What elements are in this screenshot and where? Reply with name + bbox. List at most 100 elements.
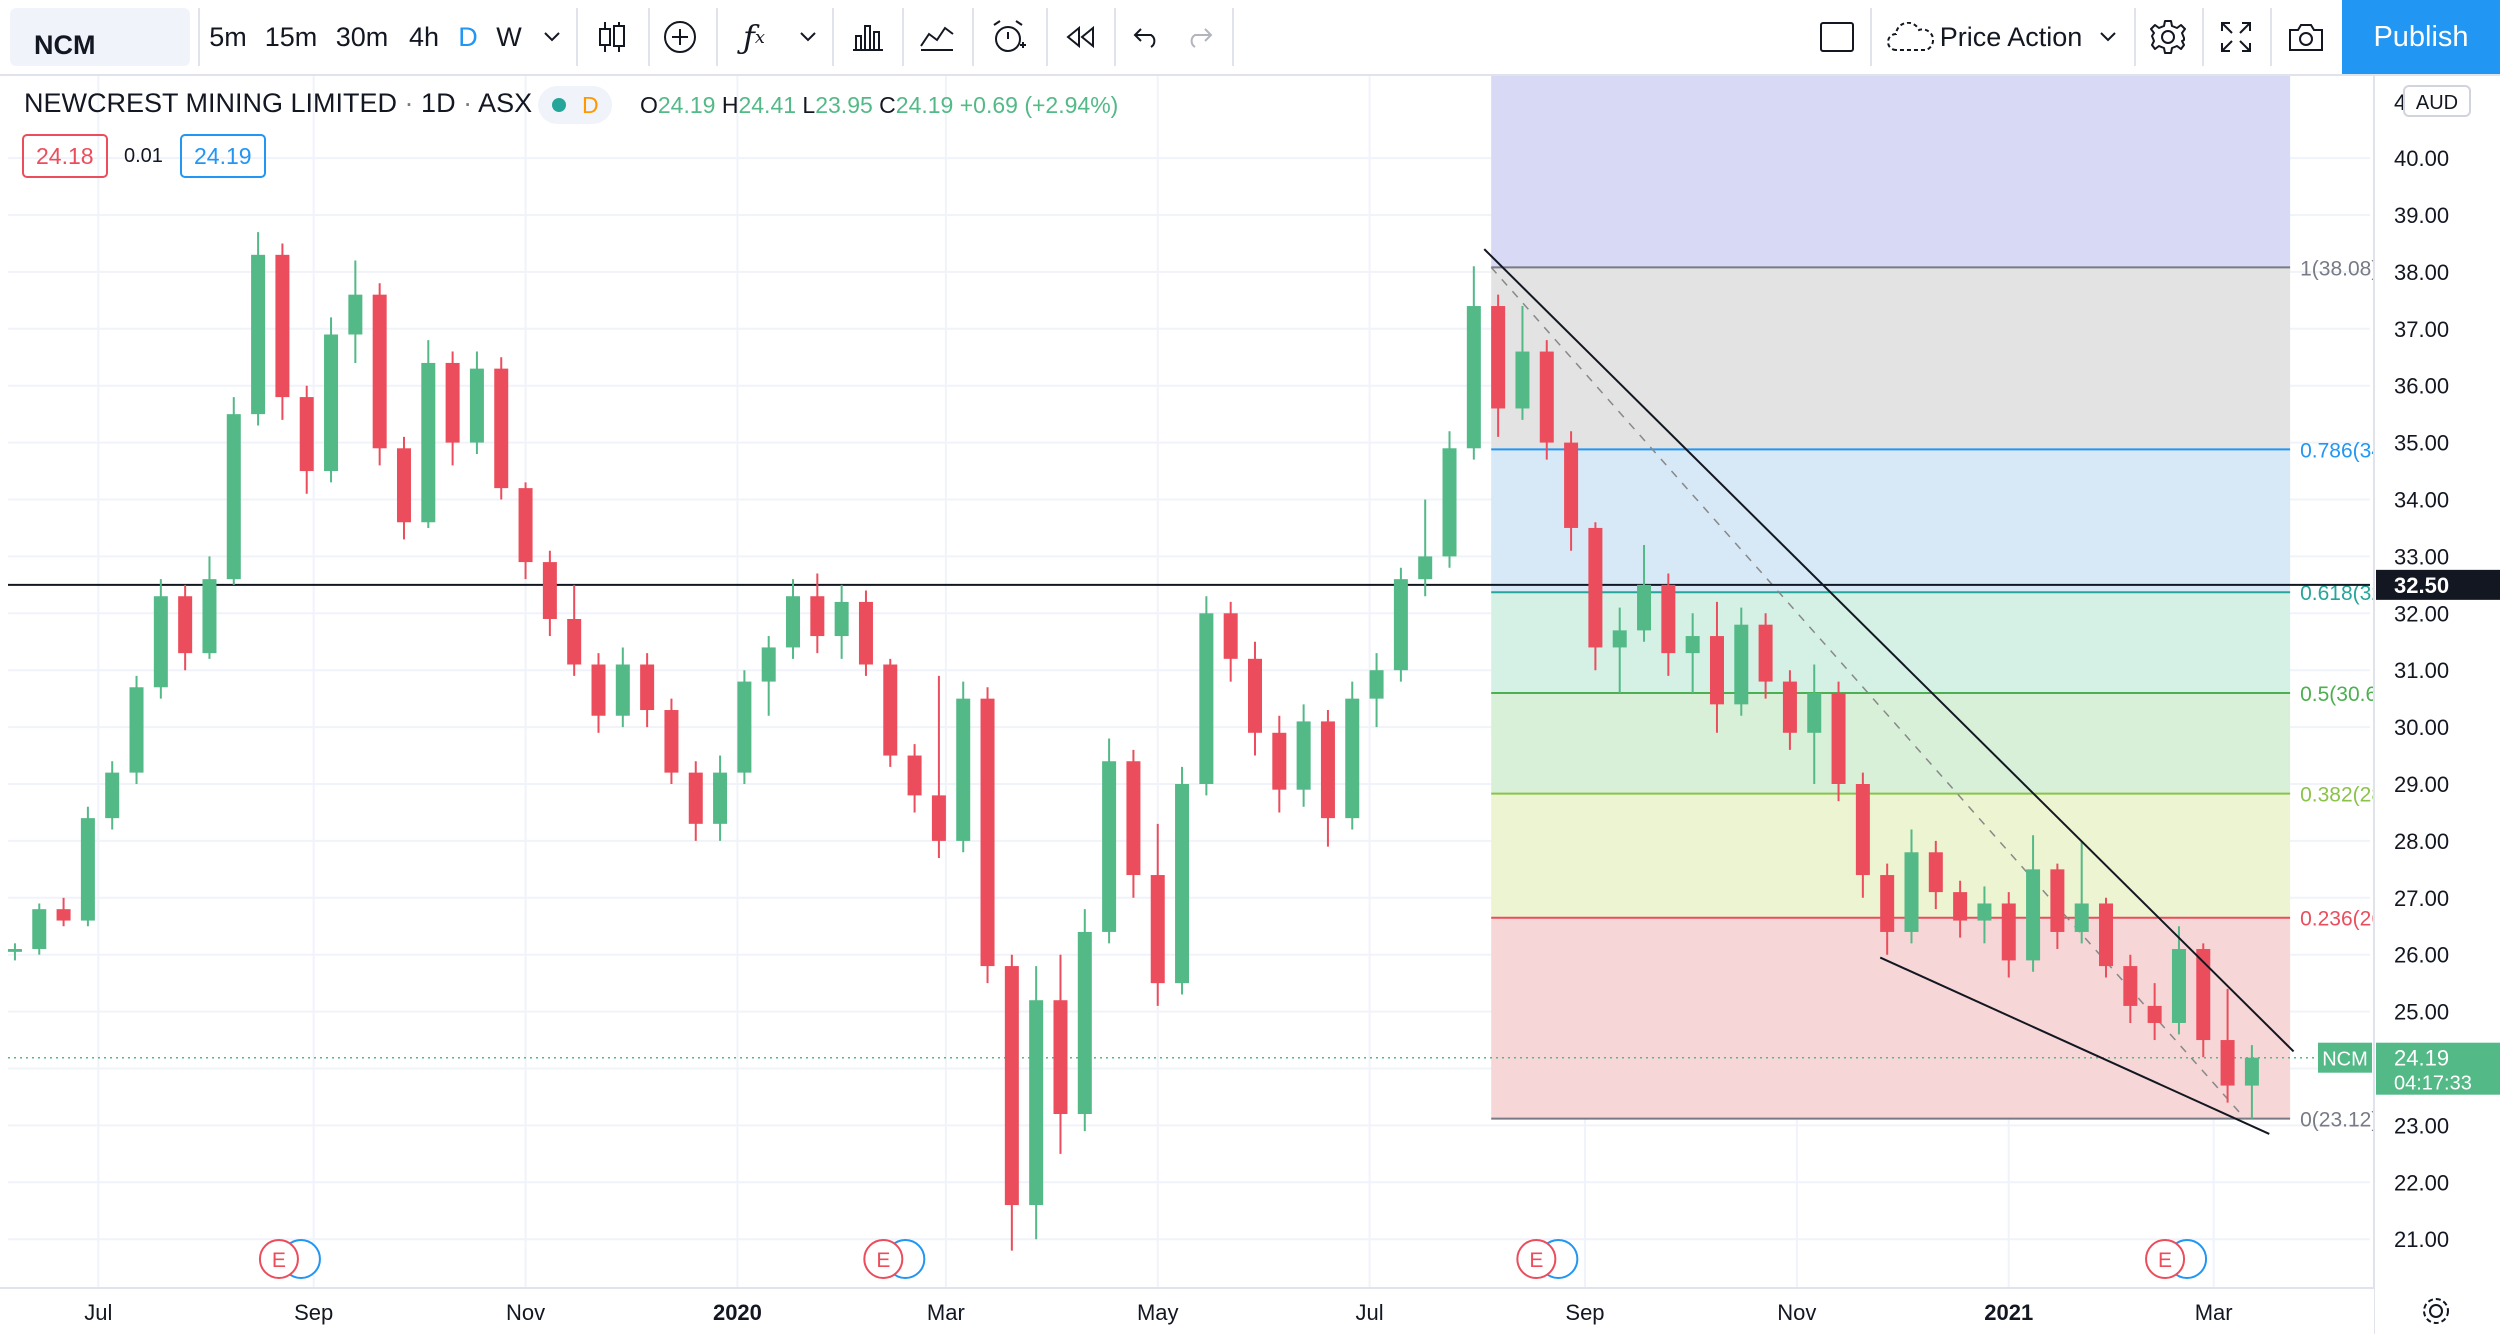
interval-30m-button[interactable]: 30m: [335, 21, 389, 52]
redo-icon[interactable]: [1176, 0, 1224, 74]
toolbar-divider: [832, 8, 834, 66]
sell-price-button[interactable]: 24.18: [22, 134, 108, 178]
candle-body: [1102, 761, 1117, 932]
templates-chart-icon[interactable]: [908, 0, 966, 74]
candle-body: [688, 772, 703, 824]
symbol-name: NEWCREST MINING LIMITED: [24, 88, 398, 118]
price-tick-label: 23.00: [2394, 1113, 2449, 1138]
last-symbol-tag-background: [2318, 1042, 2372, 1073]
toolbar-divider: [902, 8, 904, 66]
candle-body: [1734, 624, 1749, 705]
candle-body: [80, 818, 95, 921]
buy-price-button[interactable]: 24.19: [180, 134, 266, 178]
candle-body: [2244, 1057, 2259, 1086]
candle-body: [1442, 448, 1457, 557]
candle-body: [1588, 527, 1603, 648]
change-value: +0.69 (+2.94%): [959, 92, 1119, 118]
candle-body: [2171, 949, 2186, 1023]
interval-15m-button[interactable]: 15m: [264, 21, 318, 52]
candle-body: [786, 596, 801, 648]
candle-body: [275, 254, 290, 398]
compare-add-symbol-icon[interactable]: [656, 0, 704, 74]
price-tick-label: 36.00: [2394, 374, 2449, 399]
candles-chart-type-icon[interactable]: [584, 0, 640, 74]
high-value: 24.41: [738, 92, 797, 118]
time-tick-label: Nov: [1777, 1300, 1816, 1325]
candle-body: [1564, 442, 1579, 528]
alert-clock-icon[interactable]: [978, 0, 1040, 74]
candle-body: [1004, 966, 1019, 1206]
candle-body: [1637, 584, 1652, 631]
axis-settings-gear-icon-outer: [2423, 1298, 2449, 1324]
cloud-save-icon[interactable]: [1884, 0, 1938, 74]
candle-body: [1807, 692, 1822, 733]
time-axis[interactable]: Jul Sep Nov 2020 Mar May Jul Sep Nov 2021 Mar: [0, 1287, 2449, 1334]
low-value: 23.95: [815, 92, 873, 118]
candle-body: [1491, 306, 1506, 409]
layout-grid-icon[interactable]: [1812, 0, 1862, 74]
candle-body: [469, 368, 484, 443]
axis-settings-gear-icon[interactable]: [2423, 1298, 2449, 1324]
candle-body: [591, 664, 606, 716]
price-tick-label: 31.00: [2394, 658, 2449, 683]
interval-dropdown-chevron-icon[interactable]: [536, 0, 568, 74]
candle-body: [494, 368, 509, 489]
symbol-legend: NEWCREST MINING LIMITED · 1D · ASX: [24, 88, 533, 118]
fib-trend-dashed-line: [1490, 266, 2246, 1120]
publish-button[interactable]: Publish: [2342, 0, 2500, 74]
financials-bar-icon[interactable]: [840, 0, 896, 74]
trendlines[interactable]: [1483, 248, 2295, 1135]
layout-name-label[interactable]: Price Action: [1939, 21, 2083, 52]
candle-body: [1831, 692, 1846, 784]
interval-d-button[interactable]: D: [458, 21, 478, 52]
candle-body: [202, 579, 217, 654]
candle-body: [178, 596, 193, 654]
last-symbol-tag: NCM: [2322, 1049, 2368, 1071]
camera-snapshot-icon[interactable]: [2276, 0, 2336, 74]
price-tick-label: 27.00: [2394, 886, 2449, 911]
candle-body: [348, 294, 363, 335]
time-tick-label: May: [1137, 1300, 1179, 1325]
toolbar-divider: [648, 8, 650, 66]
earnings-marker-label: E: [1529, 1249, 1543, 1272]
price-tick-label: 38.00: [2394, 260, 2449, 285]
candlestick-series: [7, 232, 2259, 1251]
price-axis[interactable]: 40.00 39.00 38.00 37.00 36.00 35.00 34.00 33.00…: [2318, 76, 2500, 1334]
settings-gear-icon[interactable]: [2140, 0, 2196, 74]
candle-body: [56, 909, 71, 921]
interval-4h-button[interactable]: 4h: [408, 21, 440, 52]
market-status-badge[interactable]: D: [538, 86, 612, 124]
spread-value: 0.01: [124, 145, 163, 167]
symbol-search-box[interactable]: NCM: [10, 8, 190, 66]
fib-level-label-0: 0(23.12): [2300, 1109, 2378, 1132]
earnings-marker-icon: [1516, 1239, 1557, 1279]
interval-w-button[interactable]: W: [496, 21, 522, 52]
candle-body: [1150, 875, 1165, 984]
layout-dropdown-chevron-icon[interactable]: [2088, 0, 2128, 74]
candle-body: [883, 664, 898, 756]
currency-badge: [2403, 85, 2471, 117]
axis-settings-gear-icon-inner: [2429, 1304, 2443, 1318]
candle-body: [372, 294, 387, 449]
candle-body: [1199, 613, 1214, 784]
candle-body: [1515, 351, 1530, 409]
delay-badge: D: [582, 92, 599, 118]
interval-5m-button[interactable]: 5m: [209, 21, 247, 52]
replay-rewind-icon[interactable]: [1052, 0, 1108, 74]
price-tick-label: 25.00: [2394, 1000, 2449, 1025]
candle-body: [1369, 670, 1384, 699]
undo-icon[interactable]: [1122, 0, 1170, 74]
fib-zone-0.382: [1491, 692, 2291, 794]
indicators-dropdown-chevron-icon[interactable]: [792, 0, 824, 74]
candle-body: [907, 755, 922, 796]
toolbar-divider: [1114, 8, 1116, 66]
fullscreen-icon[interactable]: [2208, 0, 2264, 74]
toolbar-divider: [716, 8, 718, 66]
candle-body: [1296, 721, 1311, 790]
candle-body: [396, 448, 411, 523]
fib-retracement[interactable]: 1(38.08)0.786(34.88)0.618(32.37)0.5(30.6…: [1490, 76, 2419, 1132]
